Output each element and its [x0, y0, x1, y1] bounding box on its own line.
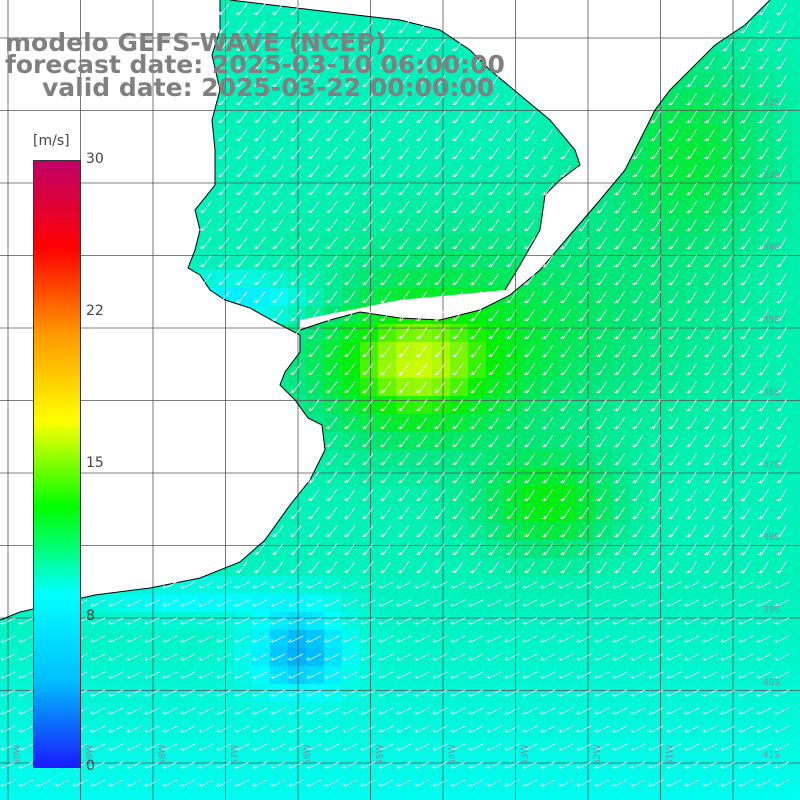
lon-label: 60W	[13, 745, 23, 765]
lat-label: 37S	[763, 461, 780, 471]
land-mask	[0, 0, 770, 620]
colorbar-tick-8: 8	[86, 608, 95, 624]
colorbar-tick-0: 0	[86, 758, 95, 774]
lat-label: 36S	[763, 388, 780, 398]
colorbar-tick-22: 22	[86, 303, 104, 319]
lon-label: 52W	[593, 745, 603, 765]
lat-label: 32S	[763, 98, 780, 108]
lon-label: 53W	[521, 745, 531, 765]
colorbar	[33, 160, 81, 768]
lon-label: 57W	[231, 745, 241, 765]
lat-label: 33S	[763, 171, 780, 181]
lon-label: 55W	[376, 745, 386, 765]
lon-label: 59W	[86, 745, 96, 765]
coastline	[0, 0, 771, 621]
colorbar-unit: [m/s]	[33, 133, 70, 149]
longitude-labels: 60W 59W 58W 57W 56W 55W 54W 53W 52W 51W	[13, 745, 676, 765]
lat-label: 41S	[763, 751, 780, 761]
valid-date: valid date: 2025-03-22 00:00:00	[42, 73, 495, 102]
forecast-date: forecast date: 2025-03-10 06:00:00	[5, 50, 505, 79]
lat-label: 34S	[763, 243, 780, 253]
lon-label: 54W	[448, 745, 458, 765]
model-title: modelo GEFS-WAVE (NCEP)	[5, 28, 387, 57]
lon-label: 56W	[303, 745, 313, 765]
wind-arrows	[0, 2, 790, 787]
latitude-labels: 32S 33S 34S 35S 36S 37S 38S 39S 40S 41S	[763, 98, 780, 761]
lat-label: 39S	[763, 606, 780, 616]
lon-label: 58W	[158, 745, 168, 765]
lon-label: 51W	[666, 745, 676, 765]
lat-label: 35S	[763, 316, 780, 326]
lat-label: 38S	[763, 533, 780, 543]
colorbar-tick-15: 15	[86, 455, 104, 471]
colorbar-tick-30: 30	[86, 151, 104, 167]
lat-label: 40S	[763, 678, 780, 688]
